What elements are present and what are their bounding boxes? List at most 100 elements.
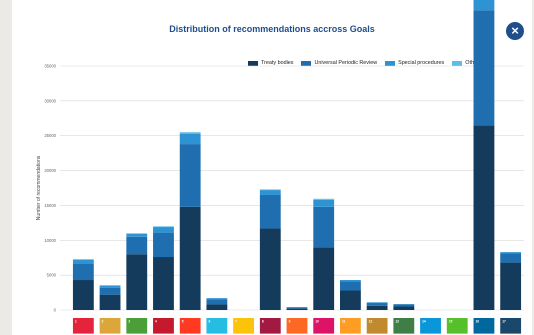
y-tick-label: 25000 [44,133,56,138]
x-tick-label: 6 [208,320,210,324]
bar-segment [99,287,121,295]
goal-icon [500,318,522,334]
legend-label: Universal Periodic Review [314,60,378,66]
chart-title: Distribution of recommendations accross … [169,24,375,34]
bar-segment [500,252,522,254]
legend-label: Others [465,60,482,66]
bar-segment [206,304,228,310]
legend-item[interactable]: Special procedures [385,60,444,66]
x-tick-label: 7 [235,320,237,324]
bar-segment [72,259,94,264]
bar-segment [259,190,281,195]
bar-segment [473,0,495,11]
bar-segment [126,236,148,255]
bar-segment [153,226,174,228]
recommendations-dialog: Distribution of recommendations accross … [12,0,532,335]
bar-segment [99,294,121,310]
x-tick-label: 11 [342,320,346,324]
goal-icon [420,318,441,334]
goal-icon [72,318,94,334]
goal-icon [259,318,281,334]
bar-segment [286,308,308,310]
bar-segment [72,263,94,281]
goal-icon [233,318,255,334]
bar-segment [339,290,361,310]
bar-segment [393,306,415,310]
goal-icon [446,318,468,334]
goal-icon [313,318,335,334]
y-tick-label: 15000 [44,203,56,208]
bar-segment [179,144,201,207]
bar-segment [339,281,361,291]
bar-segment [366,305,388,310]
x-tick-label: 2 [102,320,104,324]
close-icon[interactable]: × [506,22,524,40]
y-tick-label: 5000 [47,273,57,278]
bar-segment [179,132,201,134]
bar-segment [393,304,415,307]
goal-icon [393,318,415,334]
bar-segment [366,302,388,304]
bar-segment [126,233,148,235]
bar-segment [313,199,335,207]
x-tick-label: 5 [182,320,184,324]
x-tick-label: 15 [449,320,453,324]
legend-item[interactable]: Treaty bodies [248,60,293,66]
y-tick-label: 35000 [44,64,56,69]
bar-segment [259,189,281,191]
bar-segment [72,280,94,310]
y-tick-label: 0 [54,308,57,313]
legend-item[interactable]: Others [452,60,481,66]
bar-segment [153,257,174,310]
x-tick-label: 14 [422,320,426,324]
y-tick-label: 20000 [44,168,56,173]
bar-segment [473,10,495,126]
bar-segment [179,206,201,310]
bar-segment [313,247,335,310]
legend-swatch [301,60,312,66]
bar-segment [286,307,308,309]
legend-label: Special procedures [398,60,445,66]
chart-legend: Treaty bodies Universal Periodic Review Sp… [248,57,481,69]
goal-icon [366,318,388,334]
goal-icon [473,318,495,334]
bar-segment [153,232,174,258]
goal-icon [179,318,201,334]
bar-segment [99,285,121,288]
goal-icon [339,318,361,334]
legend-label: Treaty bodies [261,60,294,66]
x-tick-label: 4 [155,320,157,324]
x-tick-label: 8 [262,320,264,324]
bar-segment [500,262,522,310]
legend-swatch [452,60,463,66]
bar-segment [339,280,361,282]
x-tick-label: 12 [369,320,373,324]
bar-segment [179,133,201,145]
y-axis-label: Number of recommendations [36,155,42,220]
goal-icon [126,318,148,334]
goal-icon [153,318,174,334]
x-tick-label: 16 [476,320,480,324]
goal-icon [286,318,308,334]
x-tick-label: 10 [315,320,319,324]
x-tick-label: 13 [395,320,399,324]
legend-swatch [248,60,258,66]
bar-segment [206,298,228,300]
y-tick-label: 30000 [44,98,56,103]
bar-segment [126,234,148,237]
bar-segment [313,206,335,248]
bar-segment [313,198,335,200]
bar-segment [366,303,388,306]
x-tick-label: 1 [75,320,77,324]
legend-swatch [385,60,396,66]
goal-icon [206,318,228,334]
stacked-bar-chart: 0 5000 10000 15000 20000 25000 30000 35000 Numbe… [36,0,524,334]
bar-segment [206,299,228,305]
bar-segment [473,125,495,310]
goal-icon [99,318,121,334]
bar-segment [153,227,174,233]
bar-segment [259,228,281,310]
x-tick-label: 9 [289,320,291,324]
bar-segment [259,194,281,229]
legend-item[interactable]: Universal Periodic Review [301,60,377,66]
